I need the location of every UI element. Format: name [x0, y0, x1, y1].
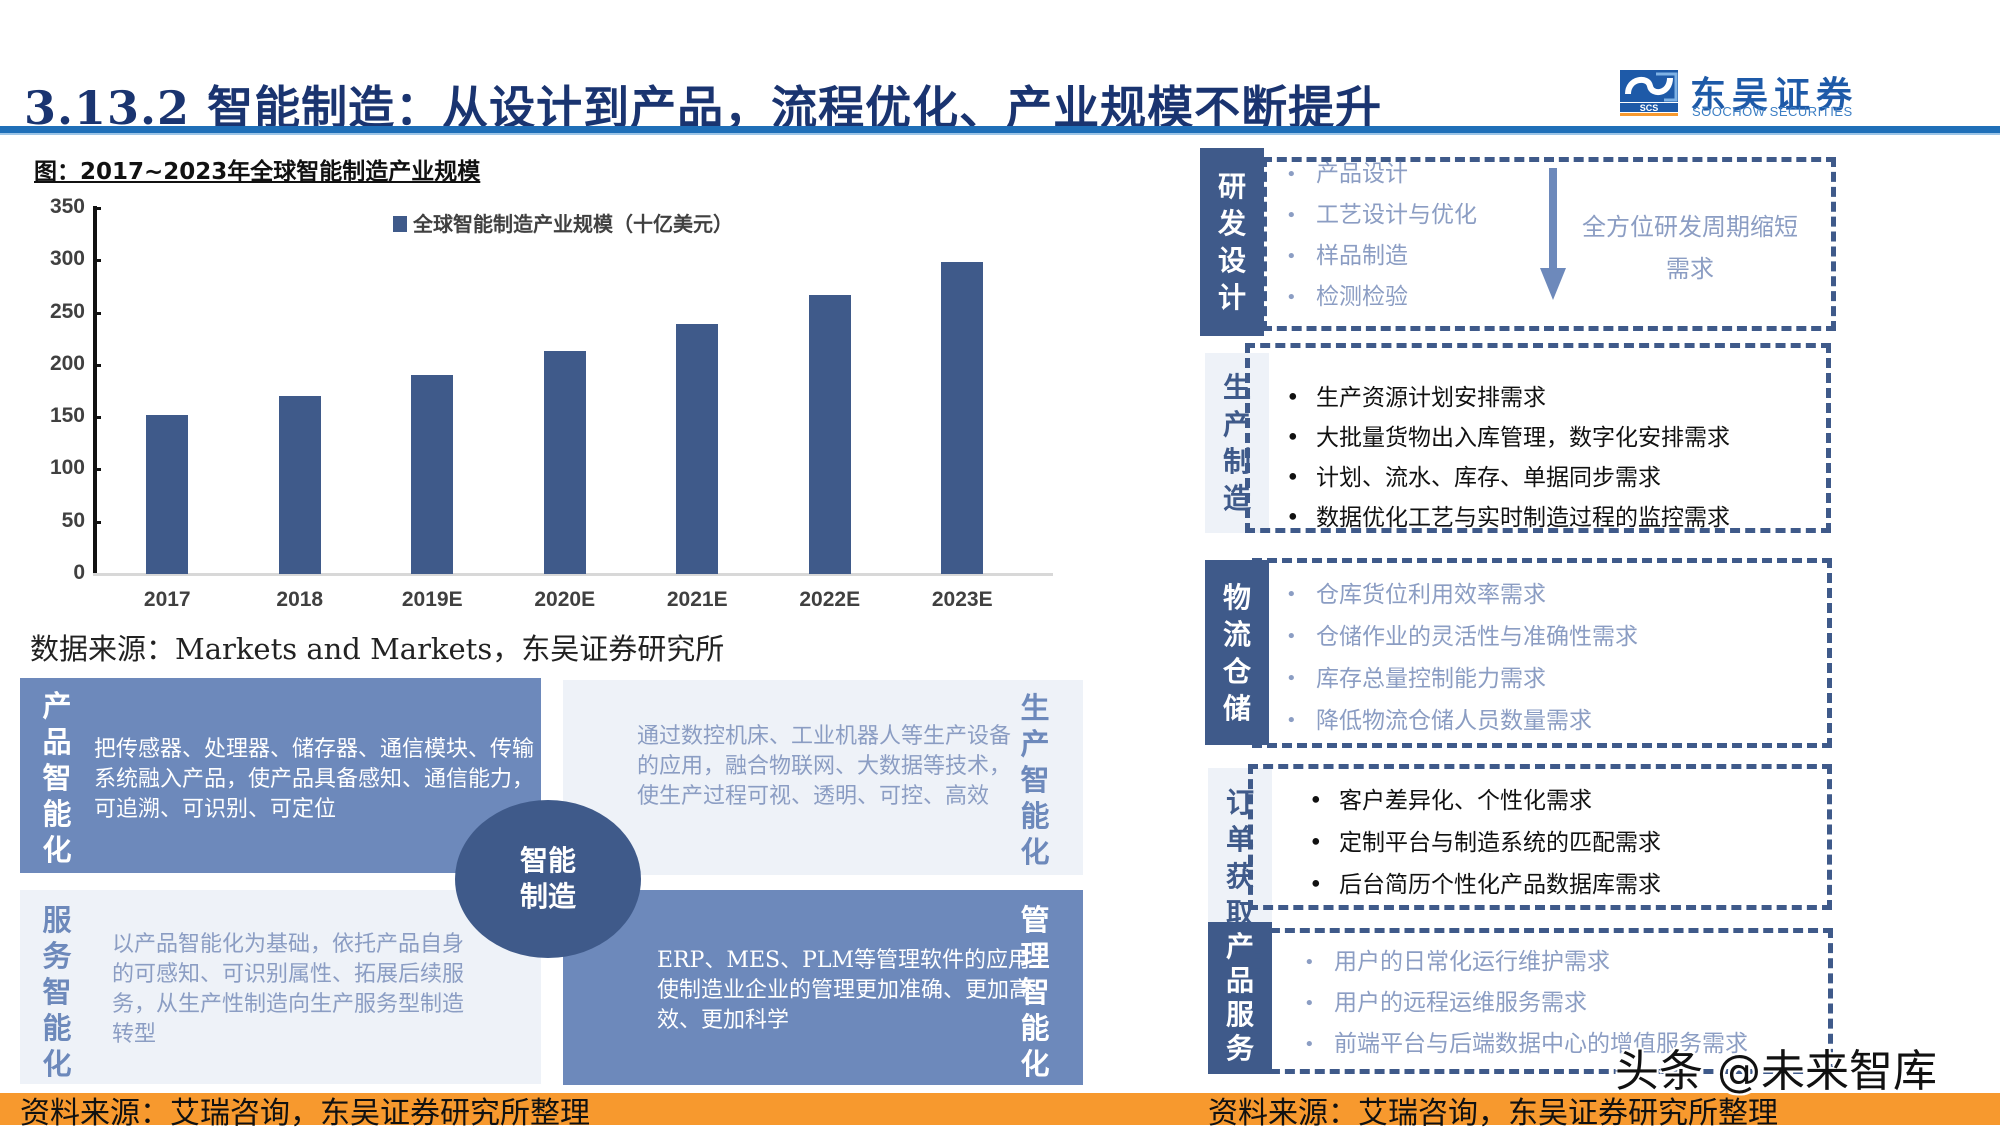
- quadrant-label: 生产智能化: [1020, 691, 1050, 869]
- bar-2018: [278, 396, 321, 574]
- y-tick-mark: [93, 311, 101, 315]
- quadrant-source-note: 资料来源：艾瑞咨询，东吴证券研究所整理: [20, 1096, 590, 1131]
- x-tick-label: 2018: [276, 588, 324, 611]
- rd-cycle-note: 全方位研发周期缩短需求: [1582, 213, 1798, 283]
- title-divider: [0, 126, 2000, 133]
- x-tick-label: 2020E: [534, 588, 596, 611]
- list-item: 计划、流水、库存、单据同步需求: [1282, 458, 1730, 498]
- list-item: 样品制造: [1282, 236, 1477, 277]
- list-item: 数据优化工艺与实时制造过程的监控需求: [1282, 498, 1730, 538]
- y-tick-label: 100: [49, 456, 85, 480]
- list-item: 仓储作业的灵活性与准确性需求: [1282, 616, 1638, 658]
- footer-bar: [0, 1093, 2000, 1125]
- quadrant-text: 以产品智能化为基础，依托产品自身的可感知、可识别属性、拓展后续服务，从生产性制造…: [112, 932, 465, 1047]
- x-tick-label: 2021E: [666, 588, 728, 611]
- y-tick-label: 150: [49, 404, 85, 428]
- x-axis: [93, 573, 1053, 576]
- stage-list-rd: 产品设计 工艺设计与优化 样品制造 检测检验: [1282, 154, 1477, 318]
- logo-text-en: SOOCHOW SECURITIES: [1692, 104, 1853, 119]
- y-tick-label: 0: [73, 561, 85, 584]
- stage-box-rd: [1262, 157, 1836, 331]
- y-tick-mark: [93, 520, 101, 524]
- bar-2022E: [808, 294, 851, 574]
- list-item: 前端平台与后端数据中心的增值服务需求: [1300, 1024, 1748, 1065]
- stage-list-service: 用户的日常化运行维护需求 用户的远程运维服务需求 前端平台与后端数据中心的增值服…: [1300, 942, 1748, 1065]
- y-tick-mark: [93, 207, 101, 210]
- x-tick-label: 2022E: [799, 588, 861, 611]
- stage-list-orders: 客户差异化、个性化需求 定制平台与制造系统的匹配需求 后台简历个性化产品数据库需…: [1305, 780, 1661, 906]
- list-item: 工艺设计与优化: [1282, 195, 1477, 236]
- chart-caption: 图：2017~2023年全球智能制造产业规模: [34, 159, 481, 185]
- bar-chart: 0 50 100 150 200 250 300 350 2017 2018 2019E 2020E…: [30, 190, 1053, 630]
- hub-label: 智能制造: [519, 844, 576, 913]
- x-tick-label: 2019E: [401, 588, 463, 611]
- list-item: 定制平台与制造系统的匹配需求: [1305, 822, 1661, 864]
- watermark: 头条 @未来智库: [1615, 1046, 1937, 1097]
- quadrant-service-intelligence: 服务智能化 以产品智能化为基础，依托产品自身的可感知、可识别属性、拓展后续服务，…: [20, 890, 541, 1084]
- stage-label-logistics: 物流仓储: [1205, 560, 1269, 745]
- logo-text-cn: 东吴证券: [1690, 75, 1859, 116]
- quadrant-text: ERP、MES、PLM等管理软件的应用使制造业企业的管理更加准确、更加高效、更加…: [657, 948, 1032, 1033]
- list-item: 用户的远程运维服务需求: [1300, 983, 1748, 1024]
- quadrant-label: 产品智能化: [42, 689, 72, 867]
- list-item: 大批量货物出入库管理，数字化安排需求: [1282, 418, 1730, 458]
- title-divider-light: [0, 133, 2000, 135]
- stage-box-logistics: [1252, 558, 1832, 748]
- quadrant-product-intelligence: 产品智能化 把传感器、处理器、储存器、通信模块、传输系统融入产品，使产品具备感知…: [20, 678, 541, 873]
- list-item: 生产资源计划安排需求: [1282, 378, 1730, 418]
- y-axis: [93, 206, 97, 575]
- list-item: 用户的日常化运行维护需求: [1300, 942, 1748, 983]
- list-item: 产品设计: [1282, 154, 1477, 195]
- quadrant-management-intelligence: ERP、MES、PLM等管理软件的应用使制造业企业的管理更加准确、更加高效、更加…: [563, 890, 1083, 1085]
- down-arrow-icon: [1540, 168, 1566, 300]
- stage-box-orders: [1248, 764, 1832, 910]
- y-tick-label: 50: [61, 508, 85, 532]
- bar-2019E: [411, 375, 454, 574]
- bar-2020E: [543, 351, 586, 574]
- list-item: 检测检验: [1282, 277, 1477, 318]
- soochow-logo: SCS 东吴证券 SOOCHOW SECURITIES: [1620, 70, 1900, 120]
- y-tick-label: 250: [49, 299, 85, 323]
- stage-list-logistics: 仓库货位利用效率需求 仓储作业的灵活性与准确性需求 库存总量控制能力需求 降低物…: [1282, 574, 1638, 742]
- bar-2023E: [941, 262, 984, 574]
- list-item: 降低物流仓储人员数量需求: [1282, 700, 1638, 742]
- y-tick-mark: [93, 416, 101, 420]
- list-item: 客户差异化、个性化需求: [1305, 780, 1661, 822]
- x-tick-label: 2023E: [931, 588, 993, 611]
- legend-swatch-icon: [393, 216, 407, 232]
- quadrant-label: 服务智能化: [42, 903, 72, 1081]
- y-tick-label: 300: [49, 247, 85, 271]
- svg-text:SCS: SCS: [1640, 103, 1659, 113]
- chart-legend: 全球智能制造产业规模（十亿美元）: [393, 208, 733, 237]
- y-tick-label: 350: [49, 195, 85, 218]
- stage-label-orders: 订单获取: [1208, 768, 1272, 948]
- quadrant-label: 管理智能化: [1020, 903, 1050, 1081]
- bar-2021E: [676, 324, 719, 574]
- list-item: 后台简历个性化产品数据库需求: [1305, 864, 1661, 906]
- list-item: 库存总量控制能力需求: [1282, 658, 1638, 700]
- bar-2017: [146, 415, 189, 574]
- y-tick-mark: [93, 259, 101, 263]
- quadrant-text: 通过数控机床、工业机器人等生产设备的应用，融合物联网、大数据等技术，使生产过程可…: [637, 724, 1012, 809]
- y-tick-label: 200: [49, 351, 85, 375]
- quadrant-text: 把传感器、处理器、储存器、通信模块、传输系统融入产品，使产品具备感知、通信能力，…: [94, 737, 535, 822]
- stage-list-production: 生产资源计划安排需求 大批量货物出入库管理，数字化安排需求 计划、流水、库存、单…: [1282, 378, 1730, 538]
- stage-label-rd: 研发设计: [1200, 148, 1264, 336]
- list-item: 仓库货位利用效率需求: [1282, 574, 1638, 616]
- y-tick-mark: [93, 468, 101, 472]
- smart-manufacturing-hub: 智能制造: [455, 800, 641, 958]
- stage-box-service: [1255, 928, 1833, 1074]
- scs-logo-icon: SCS: [1620, 70, 1678, 116]
- legend-label: 全球智能制造产业规模（十亿美元）: [413, 212, 733, 236]
- quadrant-production-intelligence: 通过数控机床、工业机器人等生产设备的应用，融合物联网、大数据等技术，使生产过程可…: [563, 680, 1083, 875]
- stage-label-service: 产品服务: [1208, 922, 1272, 1074]
- y-tick-mark: [93, 363, 101, 367]
- x-tick-label: 2017: [143, 588, 191, 611]
- chart-source-note: 数据来源：Markets and Markets，东吴证券研究所: [30, 632, 725, 666]
